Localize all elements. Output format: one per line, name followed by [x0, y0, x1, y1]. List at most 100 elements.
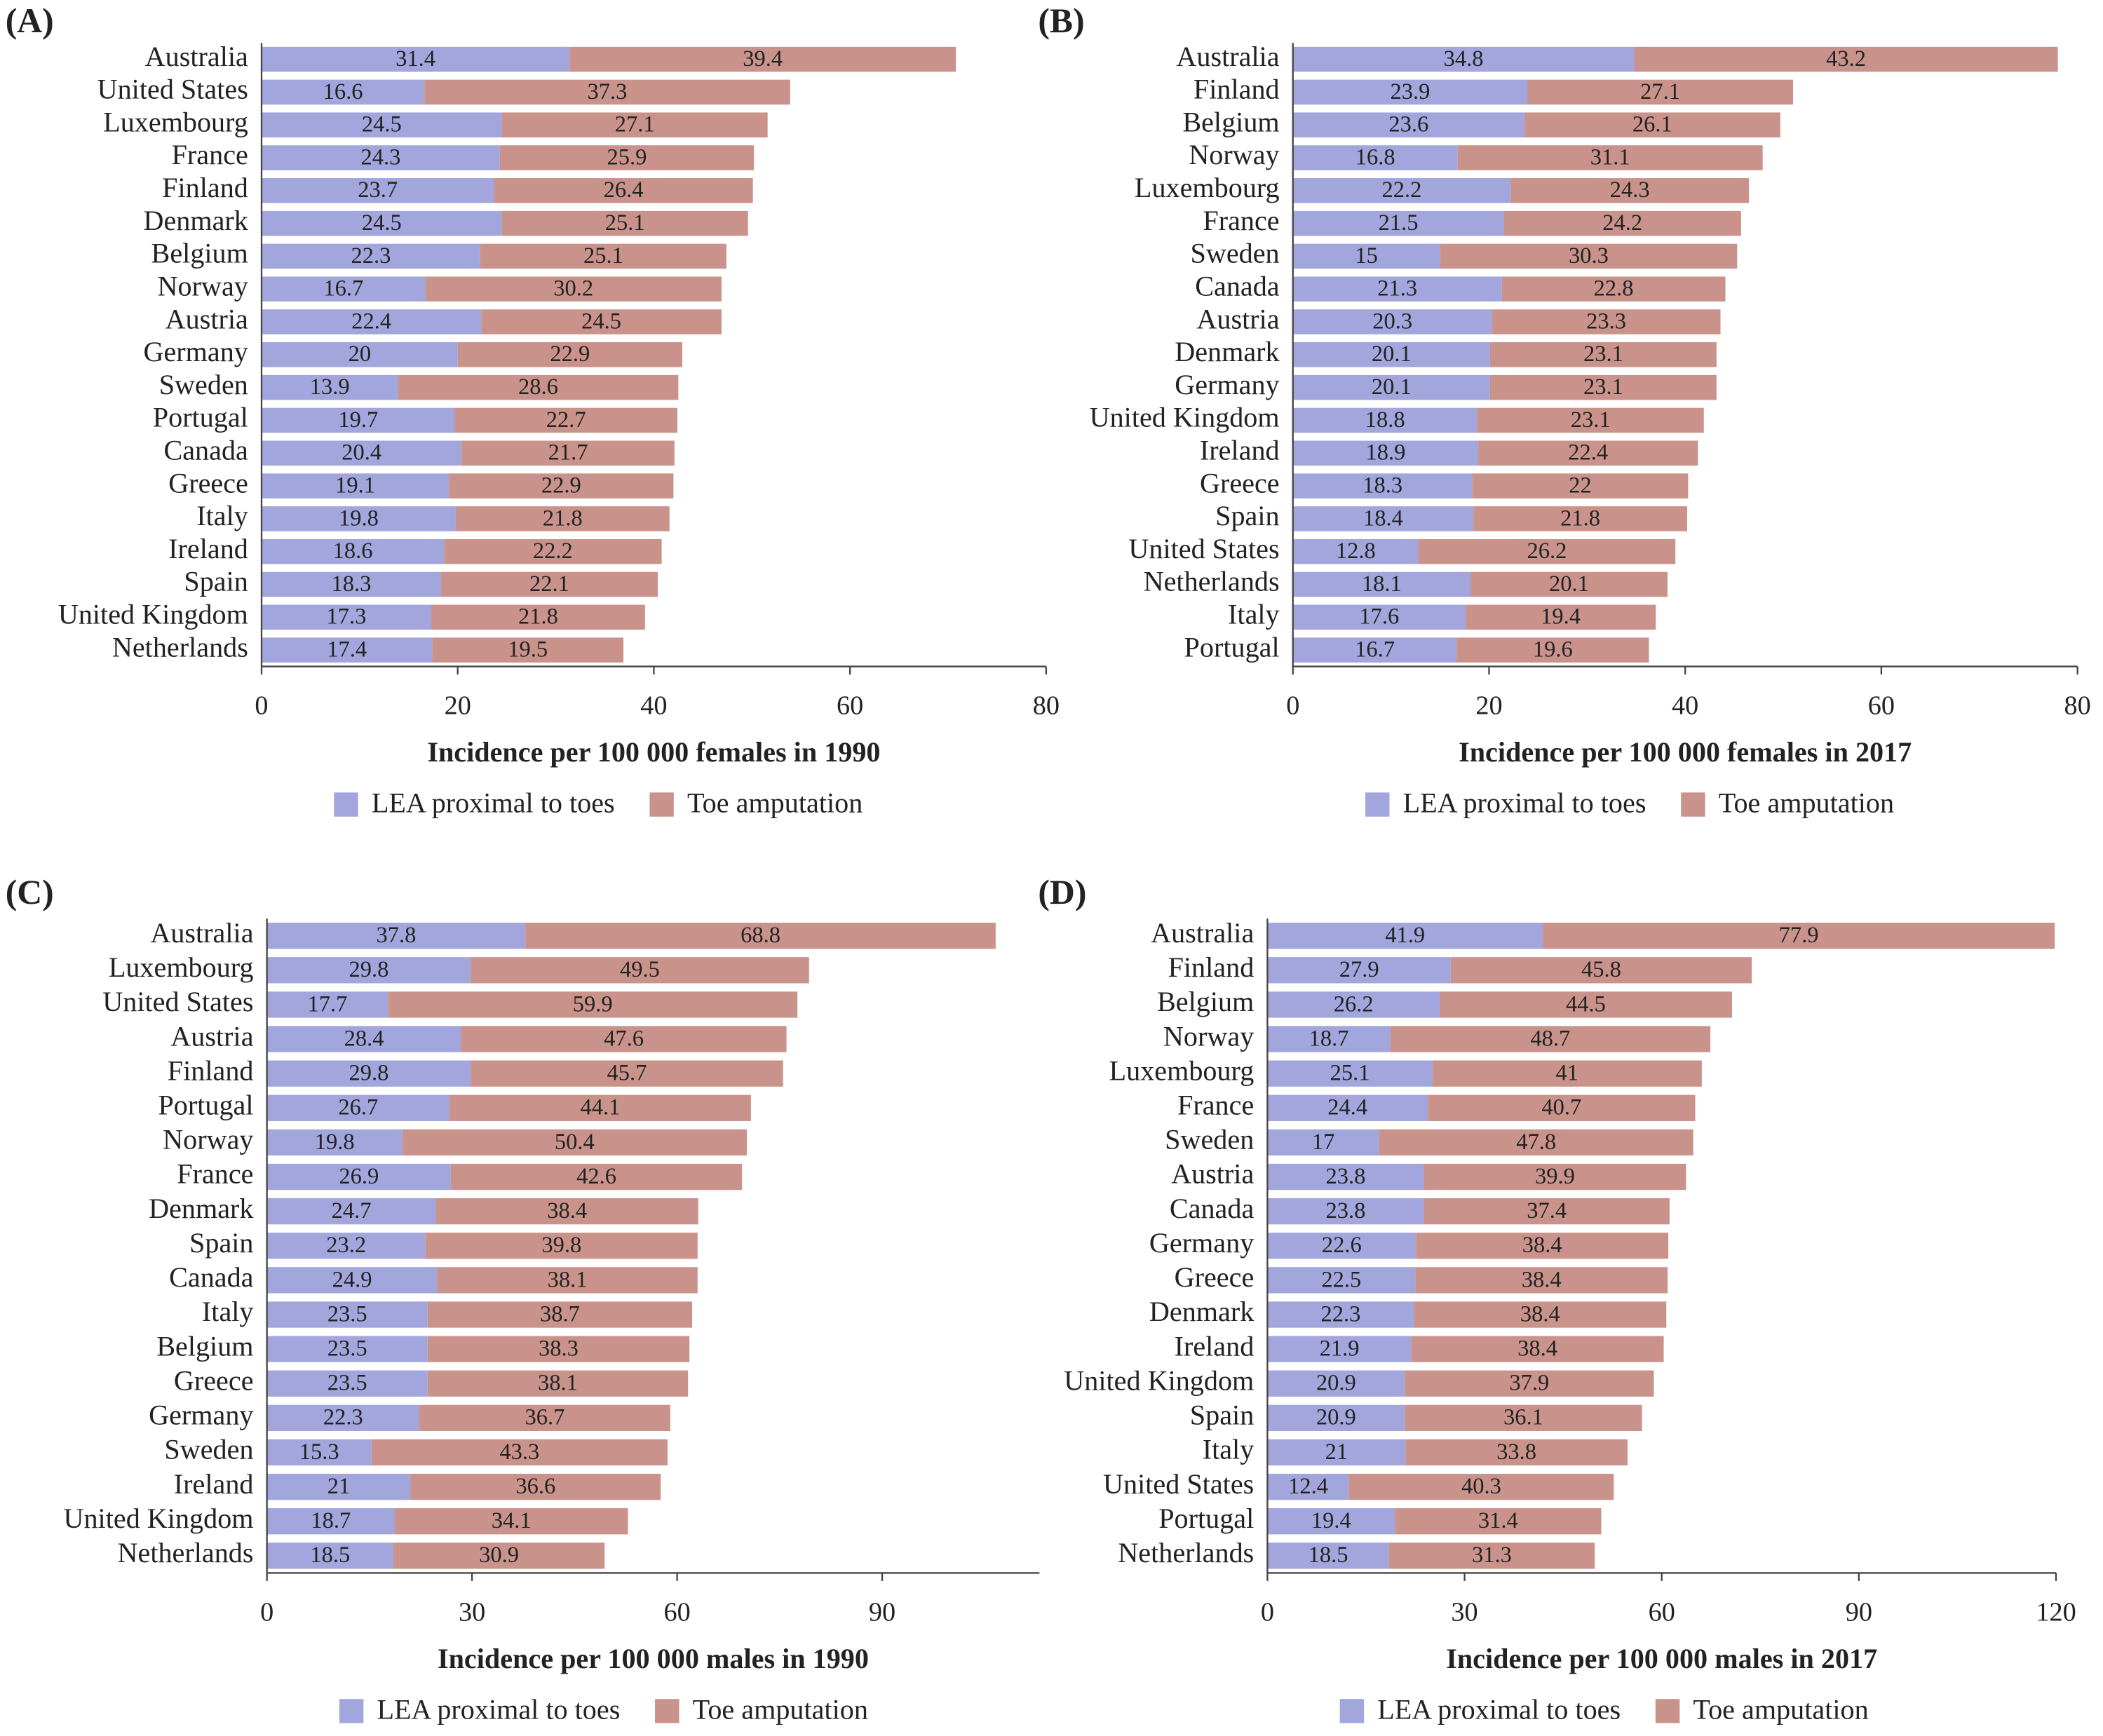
- category-label: United Kingdom: [1064, 1364, 1254, 1396]
- category-label: Netherlands: [112, 631, 248, 663]
- category-label: Greece: [174, 1364, 254, 1396]
- value-label: 50.4: [555, 1130, 595, 1155]
- bar-segment: [454, 407, 677, 433]
- value-label: 26.9: [339, 1164, 379, 1189]
- legend-swatch: [655, 1699, 679, 1723]
- bar-segment: [1457, 145, 1763, 170]
- category-label: Denmark: [1149, 1296, 1255, 1327]
- bar-segment: [266, 1233, 426, 1259]
- value-label: 43.3: [499, 1439, 539, 1465]
- value-label: 17.7: [307, 991, 347, 1017]
- category-label: Norway: [158, 270, 248, 301]
- value-label: 18.7: [311, 1508, 351, 1533]
- bar-segment: [1292, 538, 1419, 564]
- category-label: Denmark: [143, 205, 248, 236]
- bar-segment: [1267, 1404, 1405, 1432]
- bar-segment: [1292, 342, 1490, 367]
- bar-segment: [499, 145, 755, 170]
- category-label: Italy: [1203, 1434, 1255, 1465]
- x-tick-label: 60: [1868, 691, 1895, 721]
- bar-segment: [262, 79, 425, 105]
- category-label: France: [1203, 205, 1279, 236]
- category-label: Canada: [1195, 270, 1280, 301]
- value-label: 19.4: [1311, 1508, 1351, 1533]
- bar-segment: [266, 1336, 428, 1362]
- bar-segment: [1267, 1473, 1349, 1500]
- category-label: Luxembourg: [109, 951, 254, 983]
- bar-segment: [1292, 604, 1466, 630]
- value-label: 17.6: [1359, 604, 1399, 630]
- legend-swatch: [1365, 792, 1390, 817]
- bar-segment: [494, 178, 753, 203]
- bar-segment: [266, 1439, 372, 1466]
- category-label: Finland: [162, 172, 248, 203]
- value-label: 19.8: [339, 506, 379, 531]
- value-label: 22.5: [1321, 1267, 1361, 1292]
- value-label: 21.7: [548, 440, 588, 466]
- legend-swatch: [1681, 792, 1705, 817]
- value-label: 39.4: [743, 46, 783, 72]
- category-label: Austria: [1171, 1158, 1254, 1190]
- bar-segment: [262, 46, 570, 72]
- bar-segment: [262, 145, 500, 170]
- x-axis-label: Incidence per 100 000 males in 1990: [438, 1643, 869, 1674]
- legend-swatch: [1339, 1699, 1365, 1723]
- category-label: Spain: [1190, 1399, 1254, 1431]
- bar-segment: [427, 1370, 689, 1397]
- bar-segment: [1292, 637, 1457, 663]
- value-label: 16.8: [1355, 144, 1395, 170]
- bar-segment: [1414, 1301, 1667, 1328]
- value-label: 47.6: [604, 1026, 644, 1051]
- bar-segment: [461, 1026, 787, 1052]
- category-label: Portugal: [153, 402, 248, 433]
- category-label: Australia: [1151, 917, 1254, 949]
- value-label: 44.5: [1566, 991, 1606, 1017]
- bar-segment: [449, 473, 674, 499]
- bar-segment: [424, 79, 790, 105]
- bar-segment: [1292, 374, 1490, 400]
- category-label: Netherlands: [1118, 1537, 1254, 1568]
- category-label: Belgium: [156, 1330, 253, 1362]
- bar-segment: [394, 1508, 628, 1535]
- bar-segment: [501, 112, 768, 138]
- bar-segment: [1450, 957, 1752, 984]
- bar-segment: [1405, 1404, 1642, 1432]
- value-label: 15.3: [299, 1439, 339, 1465]
- value-label: 26.1: [1632, 112, 1672, 137]
- bar-segment: [1267, 1094, 1428, 1121]
- category-label: France: [177, 1158, 253, 1190]
- bar-segment: [481, 309, 722, 334]
- value-label: 33.8: [1496, 1439, 1536, 1465]
- category-label: Austria: [170, 1020, 253, 1052]
- value-label: 34.1: [492, 1508, 532, 1533]
- value-label: 18.3: [332, 571, 372, 597]
- category-label: Netherlands: [1144, 566, 1280, 597]
- category-label: Luxembourg: [103, 106, 248, 137]
- value-label: 20.1: [1549, 571, 1589, 597]
- legend-label: LEA proximal to toes: [377, 1694, 620, 1725]
- value-label: 23.1: [1583, 374, 1623, 400]
- bar-segment: [1477, 407, 1704, 433]
- bar-segment: [1292, 178, 1511, 203]
- value-label: 41.9: [1385, 923, 1425, 948]
- bar-segment: [262, 178, 494, 203]
- bar-segment: [1267, 1129, 1379, 1156]
- category-label: Luxembourg: [1135, 172, 1280, 203]
- x-tick-label: 80: [1033, 691, 1060, 721]
- value-label: 22.4: [351, 308, 391, 334]
- value-label: 25.1: [1330, 1061, 1370, 1086]
- category-label: Italy: [1228, 599, 1280, 630]
- bar-segment: [569, 46, 956, 72]
- category-label: Norway: [163, 1124, 253, 1155]
- bar-segment: [425, 276, 722, 302]
- value-label: 19.5: [508, 637, 548, 663]
- category-label: Germany: [1149, 1227, 1254, 1259]
- bar-segment: [432, 637, 624, 663]
- category-label: United States: [97, 74, 248, 105]
- legend-swatch: [334, 792, 358, 817]
- bar-segment: [266, 1508, 395, 1535]
- bar-segment: [1267, 1439, 1406, 1466]
- category-label: Finland: [1168, 951, 1255, 983]
- value-label: 30.9: [479, 1542, 519, 1568]
- bar-segment: [425, 1233, 698, 1259]
